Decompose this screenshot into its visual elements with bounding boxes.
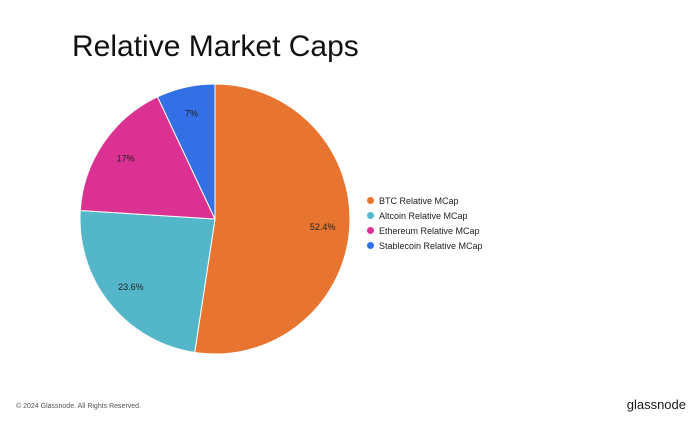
chart-title: Relative Market Caps: [72, 30, 359, 63]
pie-slice-btc: [194, 83, 351, 355]
legend-item-altcoin: Altcoin Relative MCap: [367, 208, 483, 223]
pie-slice-labels: 52.4% 23.6% 17% 7%: [117, 109, 336, 292]
legend-label-btc: BTC Relative MCap: [379, 195, 459, 206]
pie-slice-stablecoin: [156, 83, 216, 220]
legend-label-ethereum: Ethereum Relative MCap: [379, 225, 480, 236]
brand-logo-text: glassnode: [626, 397, 686, 412]
legend-swatch-stablecoin: [367, 242, 374, 249]
legend-label-altcoin: Altcoin Relative MCap: [379, 210, 468, 221]
pie-slice-ethereum: [79, 96, 216, 220]
legend-item-ethereum: Ethereum Relative MCap: [367, 223, 483, 238]
legend-swatch-ethereum: [367, 227, 374, 234]
copyright-notice: © 2024 Glassnode. All Rights Reserved.: [16, 403, 142, 410]
legend-label-stablecoin: Stablecoin Relative MCap: [379, 240, 483, 251]
pie-slices: [79, 83, 351, 355]
pie-slice-altcoin: [79, 209, 216, 354]
legend-swatch-btc: [367, 197, 374, 204]
slice-label-altcoin: 23.6%: [118, 282, 144, 292]
legend-item-btc: BTC Relative MCap: [367, 193, 483, 208]
legend-swatch-altcoin: [367, 212, 374, 219]
slice-label-stablecoin: 7%: [185, 109, 198, 119]
slice-label-btc: 52.4%: [310, 222, 336, 232]
legend-item-stablecoin: Stablecoin Relative MCap: [367, 238, 483, 253]
legend: BTC Relative MCap Altcoin Relative MCap …: [367, 193, 483, 253]
slice-label-ethereum: 17%: [117, 153, 135, 163]
